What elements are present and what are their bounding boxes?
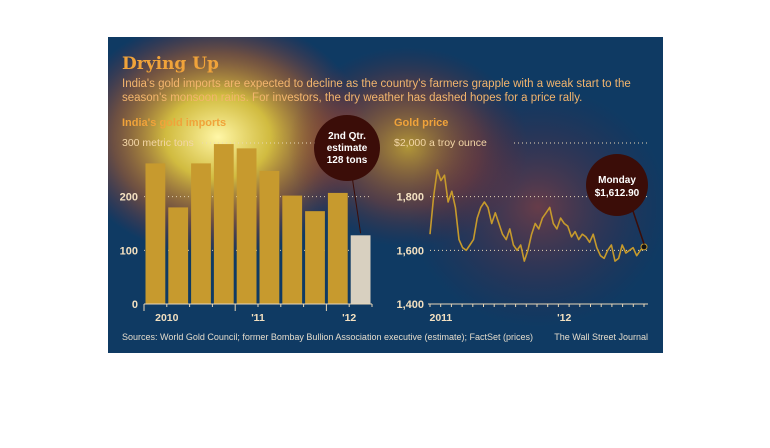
- price-x-tick-label: '12: [557, 312, 571, 324]
- imports-y-tick-label: 200: [120, 192, 138, 204]
- chart-panel: 0 100 200 2010 '11 '12 2nd Qtr. estimate 128 ton…: [108, 37, 663, 353]
- imports-bar: [168, 207, 189, 304]
- imports-bar: [236, 148, 257, 304]
- imports-bar: [213, 144, 234, 304]
- imports-x-tick-label: 2010: [155, 312, 179, 324]
- imports-y-tick-label: 100: [120, 245, 138, 257]
- chart-title: Drying Up: [122, 54, 219, 74]
- imports-x-tick-label: '11: [251, 312, 265, 324]
- imports-callout-line1: 2nd Qtr.: [328, 131, 366, 142]
- price-callout-line2: $1,612.90: [595, 188, 640, 199]
- heat-glow-main: [108, 37, 368, 257]
- price-unit-label: $2,000 a troy ounce: [394, 137, 487, 149]
- imports-bar: [327, 192, 348, 304]
- imports-callout-line2: estimate: [327, 143, 368, 154]
- imports-bar: [145, 163, 166, 304]
- credit-note: The Wall Street Journal: [554, 332, 648, 342]
- chart-subtitle-line2: season's monsoon rains. For investors, t…: [122, 92, 583, 104]
- imports-chart-title: India's gold imports: [122, 117, 227, 129]
- imports-callout-pointer: [351, 175, 362, 234]
- chart-subtitle-line1: India's gold imports are expected to dec…: [122, 78, 631, 90]
- imports-bar: [259, 170, 280, 304]
- price-callout-pointer: [632, 210, 645, 245]
- price-series-line: [429, 169, 645, 262]
- imports-bar-estimate: [350, 235, 371, 304]
- imports-unit-label: 300 metric tons: [122, 137, 194, 149]
- imports-x-tick-label: '12: [342, 312, 356, 324]
- price-y-tick-label: 1,400: [396, 299, 424, 311]
- imports-callout-bubble: [314, 115, 380, 181]
- price-chart-title: Gold price: [394, 117, 449, 129]
- imports-bar: [305, 211, 325, 304]
- sources-note: Sources: World Gold Council; former Bomb…: [122, 332, 533, 342]
- price-x-tick-label: 2011: [429, 312, 452, 324]
- price-last-point: [640, 243, 648, 251]
- imports-callout-line3: 128 tons: [327, 155, 368, 166]
- heat-glow-far: [408, 87, 663, 327]
- imports-bar: [191, 163, 211, 304]
- price-callout-line1: Monday: [598, 175, 636, 186]
- price-y-tick-label: 1,600: [396, 245, 424, 257]
- imports-bar: [282, 195, 303, 304]
- price-y-tick-label: 1,800: [396, 192, 424, 204]
- imports-y-tick-label: 0: [132, 299, 138, 311]
- price-callout-bubble: [586, 154, 648, 216]
